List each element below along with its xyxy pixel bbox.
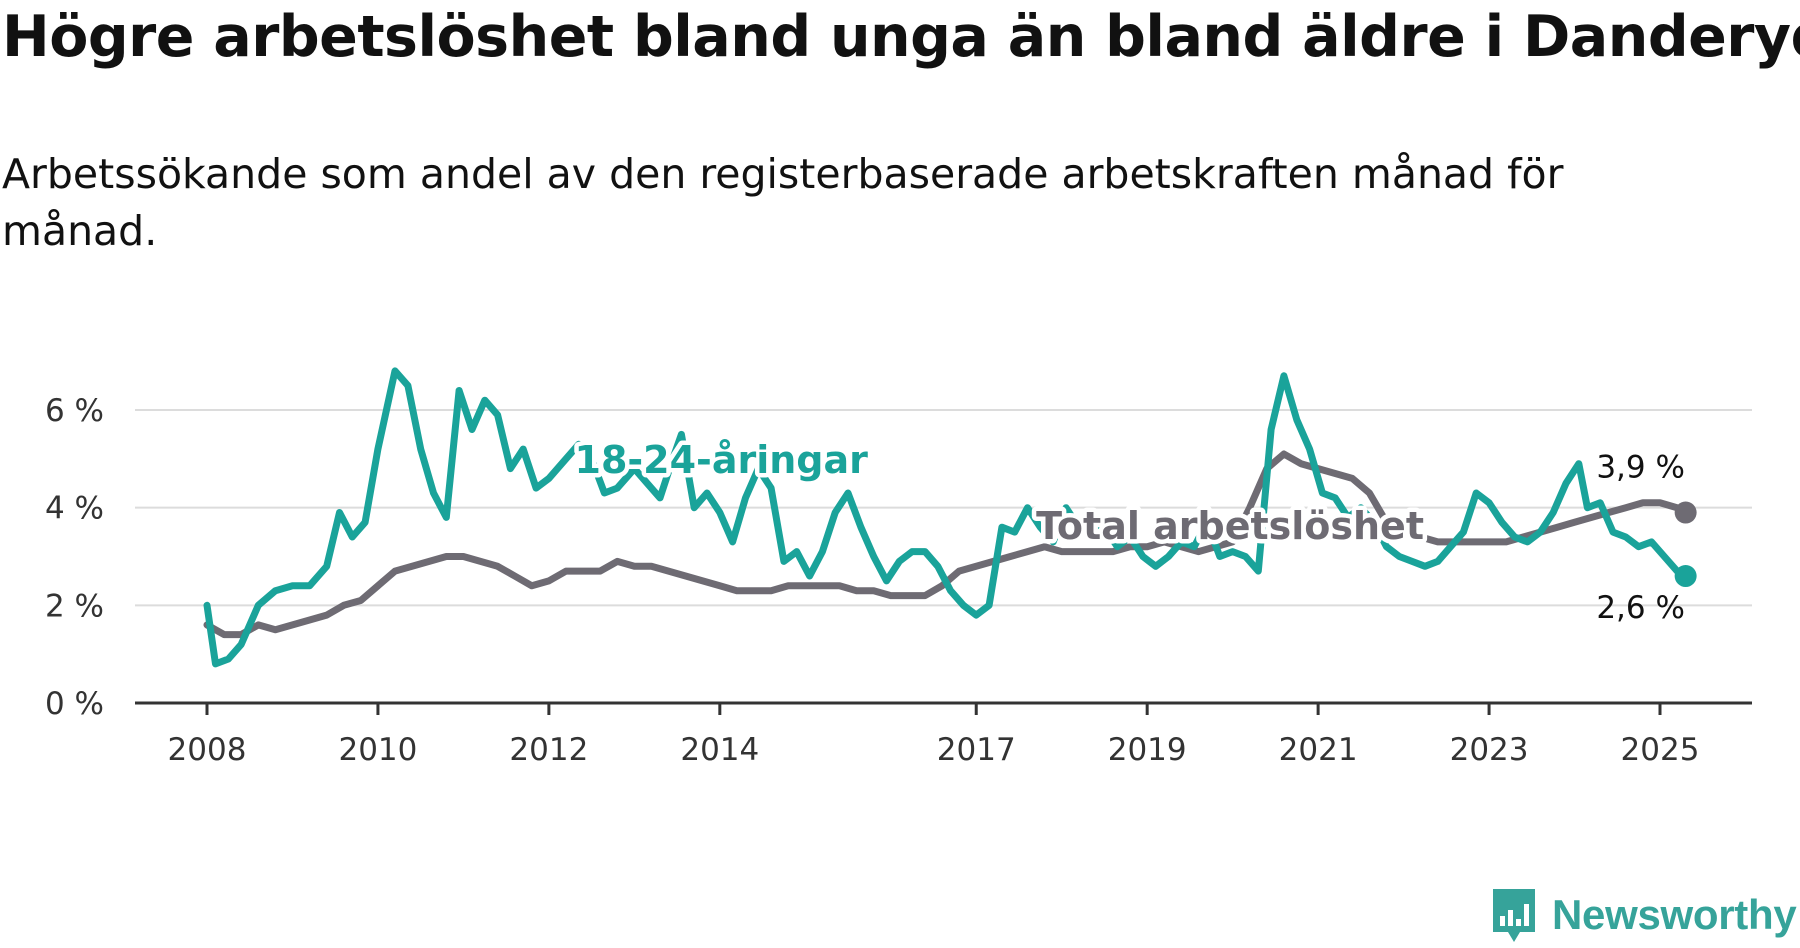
brand-logo: Newsworthy: [1490, 886, 1797, 944]
series-line-1: [203, 367, 1690, 668]
newsworthy-logo-icon: [1493, 889, 1535, 942]
end-value-label: 2,6 %: [1596, 590, 1685, 626]
axes: 0 % 2 % 4 % 6 % 2008 2010 2012 2014 2017 2019 2021…: [45, 393, 1752, 768]
grid-lines: [135, 409, 1752, 607]
y-tick-label: 0 %: [45, 686, 104, 722]
x-tick-label: 2025: [1621, 732, 1700, 768]
x-tick-label: 2021: [1279, 732, 1358, 768]
series-labels: 3,9 % 2,6 % 18-24-åringar Total arbetslöshe…: [570, 433, 1685, 626]
brand-name: Newsworthy: [1552, 891, 1797, 938]
y-tick-label: 2 %: [45, 588, 104, 624]
x-tick-label: 2017: [937, 732, 1016, 768]
x-tick-label: 2023: [1450, 732, 1529, 768]
x-tick-label: 2014: [680, 732, 759, 768]
x-tick-label: 2012: [509, 732, 588, 768]
x-tick-label: 2019: [1108, 732, 1187, 768]
x-tick-label: 2010: [338, 732, 417, 768]
y-tick-label: 4 %: [45, 491, 104, 527]
series-line-0: [203, 450, 1690, 639]
end-point-0: [1674, 501, 1697, 524]
end-point-1: [1674, 565, 1697, 588]
chart-subtitle: Arbetssökande som andel av den registerb…: [2, 150, 1564, 255]
series-lines: [203, 367, 1697, 668]
series-label-1: Total arbetslöshet: [1036, 504, 1424, 548]
end-value-label: 3,9 %: [1596, 450, 1685, 486]
series-label-0: 18-24-åringar: [575, 438, 869, 482]
y-tick-label: 6 %: [45, 393, 104, 429]
x-tick-label: 2008: [168, 732, 247, 768]
chart-title: Högre arbetslöshet bland unga än bland ä…: [2, 4, 1800, 70]
